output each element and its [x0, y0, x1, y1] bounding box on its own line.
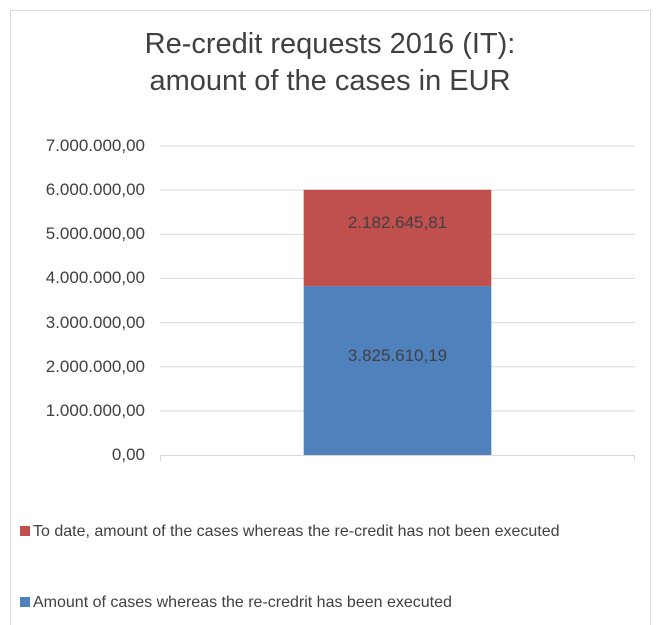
bar-segment — [303, 189, 492, 287]
y-tick-label: 1.000.000,00 — [45, 400, 145, 420]
y-tick-label: 0,00 — [111, 445, 145, 464]
y-tick-label: 6.000.000,00 — [45, 180, 145, 200]
y-tick-label: 5.000.000,00 — [45, 224, 145, 244]
value-label: 2.182.645,81 — [347, 212, 448, 232]
legend-item: To date, amount of the cases whereas the… — [20, 520, 650, 543]
y-tick-label: 3.000.000,00 — [45, 312, 145, 332]
legend-label: Amount of cases whereas the re-credrit h… — [33, 594, 452, 611]
legend-item: Amount of cases whereas the re-credrit h… — [20, 591, 650, 614]
legend-label: To date, amount of the cases whereas the… — [33, 523, 560, 540]
y-tick-label: 7.000.000,00 — [45, 136, 145, 155]
legend-swatch — [20, 526, 30, 536]
y-tick-label: 4.000.000,00 — [45, 268, 145, 288]
chart-title: Re-credit requests 2016 (IT): amount of … — [144, 28, 516, 97]
value-label: 3.825.610,19 — [347, 345, 448, 365]
legend-swatch — [20, 597, 30, 607]
chart-border — [10, 10, 651, 625]
bar-segment — [303, 286, 492, 455]
y-tick-label: 2.000.000,00 — [45, 356, 145, 376]
